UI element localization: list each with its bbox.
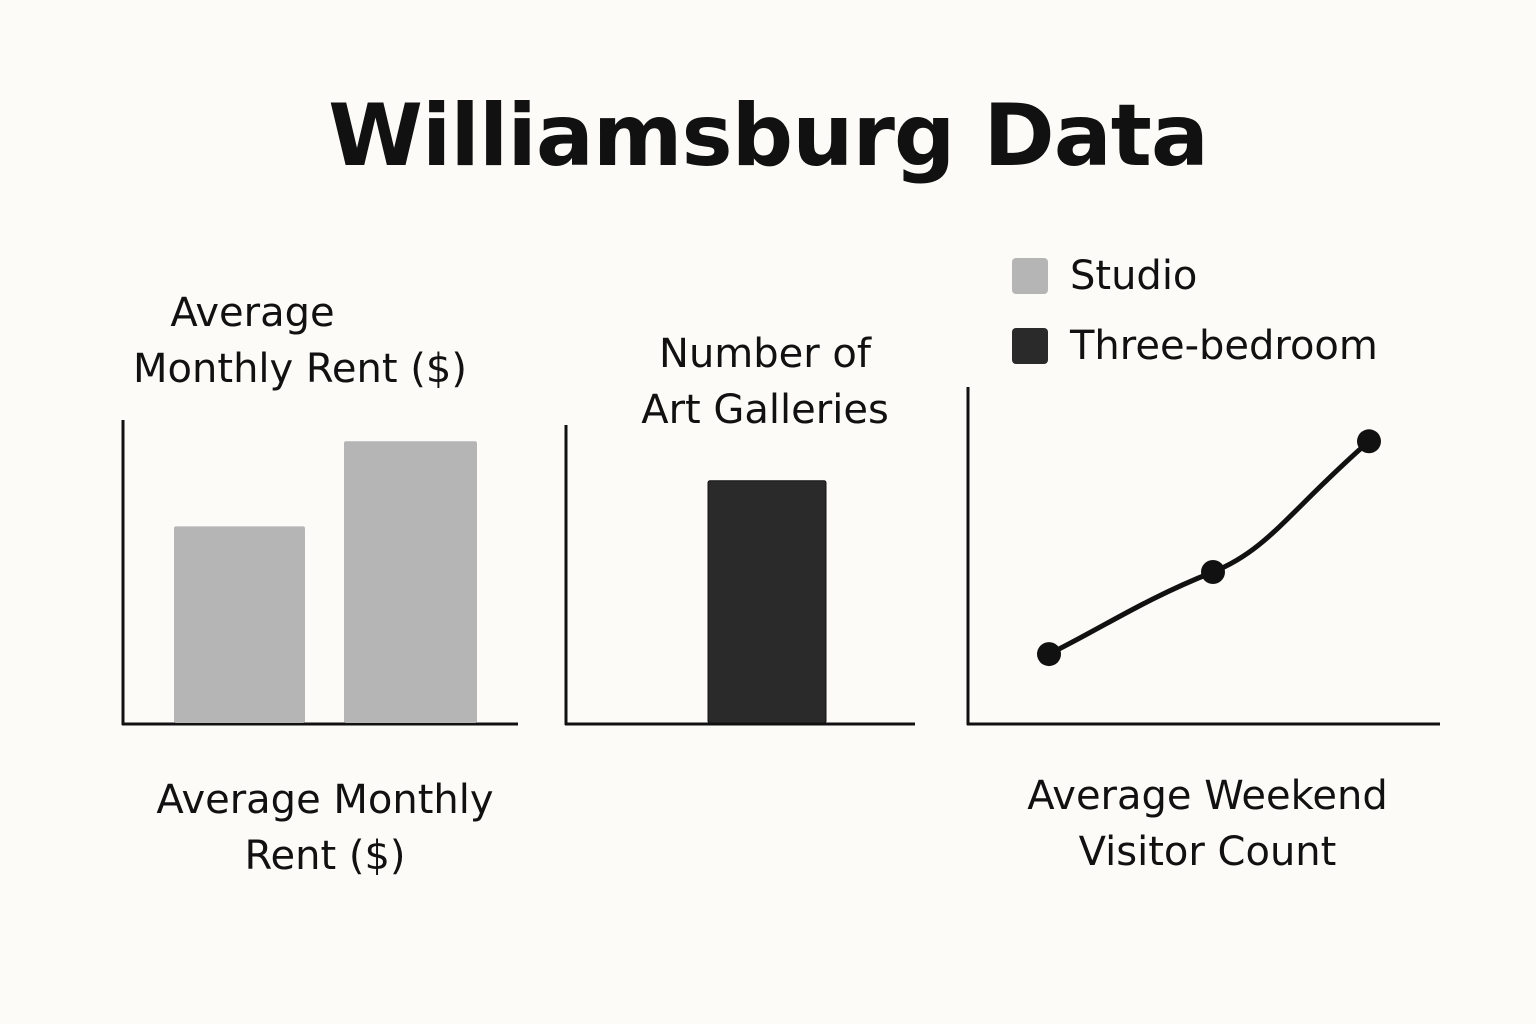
- rent-chart-title-line2: Monthly Rent ($): [133, 346, 467, 392]
- legend-label-studio: Studio: [1070, 253, 1198, 299]
- legend-item-three-bedroom: Three-bedroom: [1012, 318, 1378, 374]
- legend-swatch-three-bedroom: [1012, 328, 1048, 364]
- galleries-chart-title-line1: Number of: [659, 331, 871, 377]
- galleries-chart-title: Number of Art Galleries: [605, 326, 925, 438]
- chart-3-series-line: [1046, 438, 1372, 657]
- visitor-chart-xlabel-line2: Visitor Count: [1078, 829, 1337, 875]
- rent-chart-xlabel-line1: Average Monthly: [156, 777, 494, 823]
- visitor-chart-xlabel-line1: Average Weekend: [1027, 773, 1388, 819]
- page-title: Williamsburg Data: [328, 86, 1209, 186]
- chart-3-point-2: [1201, 560, 1225, 584]
- rent-chart-title-line1: Average: [170, 290, 335, 336]
- chart-3-point-1: [1037, 642, 1061, 667]
- legend-label-three-bedroom: Three-bedroom: [1070, 323, 1378, 369]
- rent-chart-title: Average Monthly Rent ($): [120, 285, 480, 397]
- chart-3-point-3: [1357, 429, 1381, 454]
- chart-2-bar-1: [707, 480, 827, 724]
- galleries-chart-title-line2: Art Galleries: [641, 387, 889, 433]
- chart-1-bar-2: [344, 441, 477, 723]
- rent-chart-xlabel-line2: Rent ($): [244, 833, 406, 879]
- visitor-chart-xlabel: Average Weekend Visitor Count: [1000, 768, 1415, 880]
- legend: Studio Three-bedroom: [1012, 248, 1378, 388]
- rent-chart-xlabel: Average Monthly Rent ($): [125, 772, 525, 884]
- legend-swatch-studio: [1012, 258, 1048, 294]
- chart-1-bar-1: [174, 526, 305, 723]
- legend-item-studio: Studio: [1012, 248, 1378, 304]
